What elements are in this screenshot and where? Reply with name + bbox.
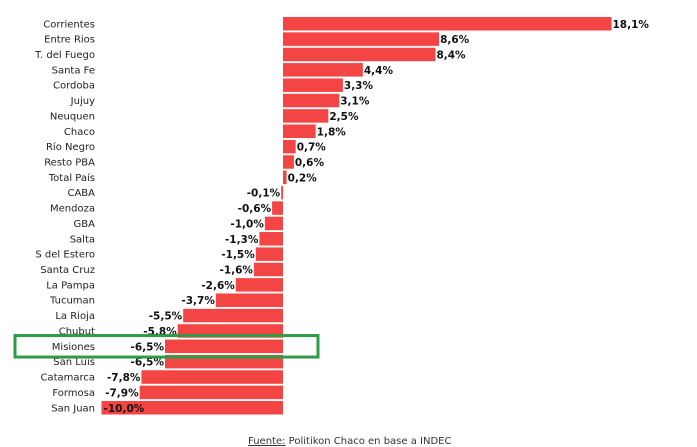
bar	[141, 370, 283, 384]
bar	[235, 278, 283, 292]
category-label: Tucuman	[49, 296, 95, 307]
category-label: San Juan	[51, 403, 95, 414]
data-label: -1,0%	[230, 218, 264, 230]
category-label: Misiones	[52, 342, 95, 353]
data-label: 8,4%	[436, 49, 466, 61]
data-label: 0,2%	[288, 172, 318, 184]
data-label: -6,5%	[131, 341, 165, 353]
category-label: Entre Rios	[44, 35, 95, 46]
data-label: -7,8%	[107, 372, 141, 384]
category-label: Salta	[70, 234, 95, 245]
data-label: -1,6%	[219, 265, 253, 277]
data-label: -6,5%	[131, 357, 165, 369]
data-label: 2,5%	[329, 111, 359, 123]
data-label: -7,9%	[105, 387, 139, 399]
highlight-box	[13, 334, 320, 359]
bar	[283, 47, 436, 62]
bar	[165, 339, 283, 354]
bar	[272, 201, 283, 215]
bar	[283, 93, 340, 108]
bar	[283, 170, 287, 185]
bar	[259, 232, 283, 246]
data-label: -3,7%	[181, 295, 215, 307]
category-label: Santa Cruz	[40, 265, 95, 276]
bar	[183, 308, 283, 323]
data-label: -5,5%	[149, 311, 183, 323]
bar	[283, 78, 343, 92]
bar	[253, 262, 283, 277]
bar	[283, 32, 440, 46]
category-label: Corrientes	[43, 19, 95, 30]
category-label: Santa Fe	[52, 65, 95, 76]
category-label: Total País	[48, 172, 95, 184]
category-label: Chaco	[64, 127, 95, 138]
source-text: Politikon Chaco en base a INDEC	[288, 436, 452, 447]
data-label: -10,0%	[104, 403, 145, 415]
source-label: Fuente:	[248, 436, 286, 447]
category-label: Cordoba	[53, 81, 95, 92]
bar	[283, 17, 612, 31]
source-note: Fuente: Politikon Chaco en base a INDEC	[248, 436, 451, 447]
bar	[283, 155, 294, 169]
bar	[281, 185, 283, 200]
category-label: Mendoza	[50, 204, 95, 215]
category-label: Neuquen	[50, 111, 95, 122]
category-label: Río Negro	[46, 141, 95, 153]
data-label: -1,3%	[225, 234, 259, 246]
bar	[283, 63, 363, 77]
data-label: 8,6%	[440, 34, 470, 46]
bar	[264, 216, 283, 231]
category-label: GBA	[74, 219, 96, 230]
data-label: -0,6%	[238, 203, 272, 215]
category-label: Formosa	[52, 388, 95, 399]
data-label: -0,1%	[247, 188, 281, 200]
bar	[283, 139, 296, 154]
bar	[283, 124, 316, 139]
bar	[255, 247, 283, 261]
category-label: La Pampa	[46, 280, 95, 291]
category-label: Jujuy	[70, 96, 95, 107]
category-label: Chubut	[59, 326, 95, 337]
data-label: 0,7%	[297, 142, 327, 154]
bar	[215, 293, 283, 307]
data-label: 18,1%	[613, 19, 650, 31]
category-label: San Luis	[53, 357, 95, 368]
data-label: 3,3%	[344, 80, 374, 92]
data-label: 3,1%	[340, 96, 370, 108]
data-label: 4,4%	[364, 65, 394, 77]
bar	[139, 385, 283, 400]
data-label: -1,5%	[221, 249, 255, 261]
data-label: -2,6%	[201, 280, 235, 292]
bar	[101, 401, 283, 415]
category-label: CABA	[67, 188, 95, 199]
category-label: S del Estero	[35, 250, 95, 261]
data-label: 1,8%	[317, 126, 347, 138]
data-label: 0,6%	[295, 157, 325, 169]
category-label: La Rioja	[55, 311, 95, 322]
category-label: Resto PBA	[44, 157, 95, 168]
bar	[283, 109, 329, 123]
category-label: T. del Fuego	[34, 50, 95, 61]
category-label: Catamarca	[40, 373, 95, 384]
